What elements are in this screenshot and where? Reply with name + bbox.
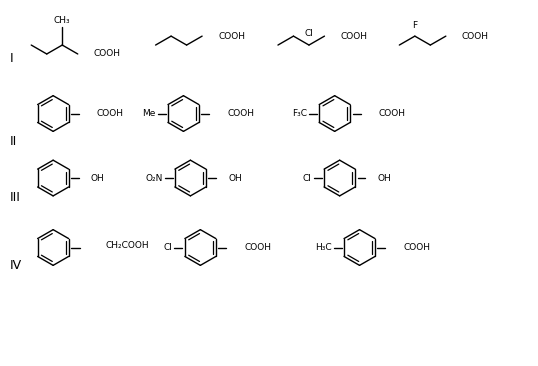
Text: COOH: COOH xyxy=(97,109,124,118)
Text: COOH: COOH xyxy=(218,31,245,41)
Text: Cl: Cl xyxy=(305,29,314,38)
Text: COOH: COOH xyxy=(227,109,254,118)
Text: IV: IV xyxy=(9,259,22,272)
Text: F: F xyxy=(412,21,417,30)
Text: O₂N: O₂N xyxy=(145,173,162,183)
Text: COOH: COOH xyxy=(462,31,489,41)
Text: COOH: COOH xyxy=(378,109,406,118)
Text: H₃C: H₃C xyxy=(315,243,331,252)
Text: COOH: COOH xyxy=(244,243,271,252)
Text: CH₃: CH₃ xyxy=(54,16,70,25)
Text: COOH: COOH xyxy=(341,31,367,41)
Text: COOH: COOH xyxy=(94,49,121,59)
Text: COOH: COOH xyxy=(404,243,430,252)
Text: I: I xyxy=(9,52,13,66)
Text: F₃C: F₃C xyxy=(292,109,307,118)
Text: OH: OH xyxy=(91,173,105,183)
Text: Me: Me xyxy=(142,109,155,118)
Text: II: II xyxy=(9,135,17,148)
Text: CH₂COOH: CH₂COOH xyxy=(106,241,150,250)
Text: OH: OH xyxy=(228,173,242,183)
Text: Cl: Cl xyxy=(303,173,312,183)
Text: Cl: Cl xyxy=(164,243,173,252)
Text: III: III xyxy=(9,191,20,204)
Text: OH: OH xyxy=(378,173,391,183)
